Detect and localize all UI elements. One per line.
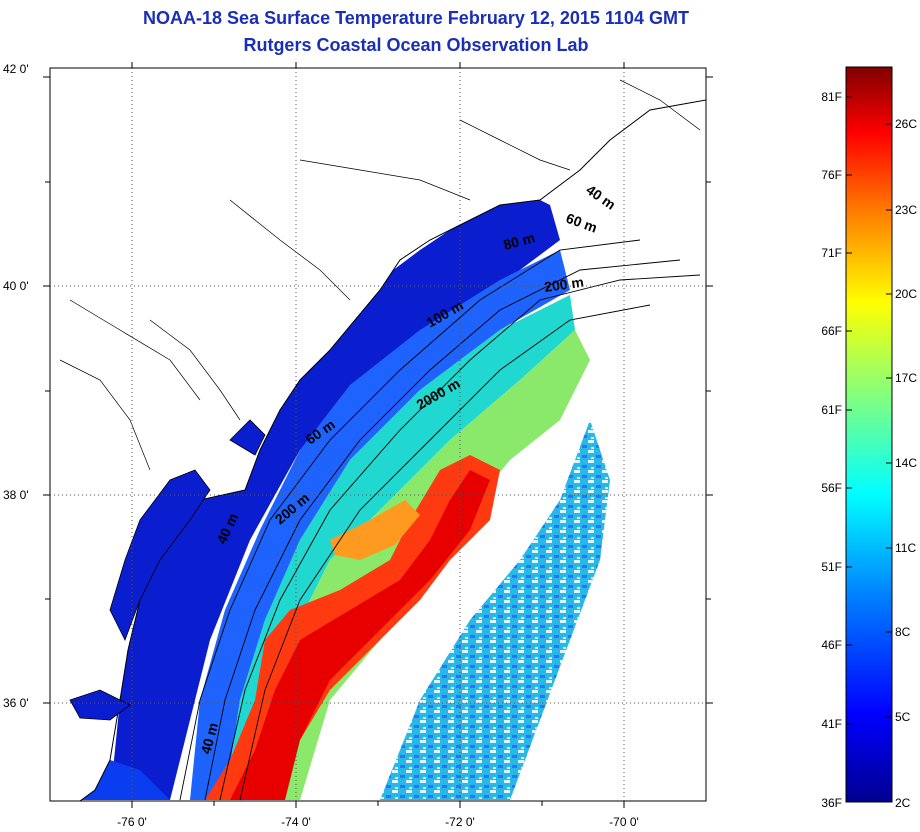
cb-c-8: 8C [895,625,911,639]
cb-c-20: 20C [895,287,917,301]
colorbar-f-labels: 81F 76F 71F 66F 61F 56F 51F 46F 41F 36F [821,90,842,810]
cb-f-51: 51F [821,560,842,574]
cb-f-71: 71F [821,246,842,260]
lon-label-74: -74 0' [281,815,311,829]
cb-c-5: 5C [895,710,911,724]
cb-f-66: 66F [821,324,842,338]
lat-label-40: 40 0' [3,279,29,293]
graticule [50,68,706,801]
cb-f-36: 36F [821,796,842,810]
map-ticks [43,62,713,808]
isobath-label-200m-north: 200 m [543,274,585,295]
colorbar-ticks [846,96,892,725]
coastline [50,68,706,801]
cb-f-46: 46F [821,638,842,652]
colorbar [845,66,893,803]
cb-f-76: 76F [821,168,842,182]
pamlico-sound [69,689,131,721]
chesapeake-bay [109,469,211,641]
sst-orange-eddy [330,500,420,560]
map-subtitle: Rutgers Coastal Ocean Observation Lab [243,35,589,55]
cb-f-61: 61F [821,403,842,417]
cb-c-14: 14C [895,456,917,470]
sst-image: 40 m 60 m 80 m 200 m 100 m 2000 m 60 m 2… [50,68,706,801]
sst-gulf-core [230,470,490,800]
lon-label-72: -72 0' [445,815,475,829]
cb-c-23: 23C [895,203,917,217]
inland-rivers [59,79,701,471]
cb-c-26: 26C [895,117,917,131]
isobath-label-40m-south: 40 m [197,721,221,756]
cb-f-41: 41F [821,717,842,731]
lat-label-38: 38 0' [3,488,29,502]
isobaths [179,239,701,801]
lon-label-76: -76 0' [117,815,147,829]
lat-label-36: 36 0' [3,696,29,710]
lat-label-42: 42 0' [3,62,29,76]
cb-f-56: 56F [821,481,842,495]
cb-c-17: 17C [895,371,917,385]
sst-cold-coastal [110,190,560,800]
cb-c-2: 2C [895,796,911,810]
sst-offshore-speckle [380,420,610,800]
colorbar-c-labels: 26C 23C 20C 17C 14C 11C 8C 5C 2C [895,117,917,810]
sst-blue-band [190,250,570,800]
isobath-label-80m: 80 m [502,229,537,253]
lon-label-70: -70 0' [609,815,639,829]
cb-c-11: 11C [895,541,916,555]
cb-f-81: 81F [821,90,842,104]
map-title: NOAA-18 Sea Surface Temperature February… [143,8,689,28]
delaware-bay [229,419,266,456]
